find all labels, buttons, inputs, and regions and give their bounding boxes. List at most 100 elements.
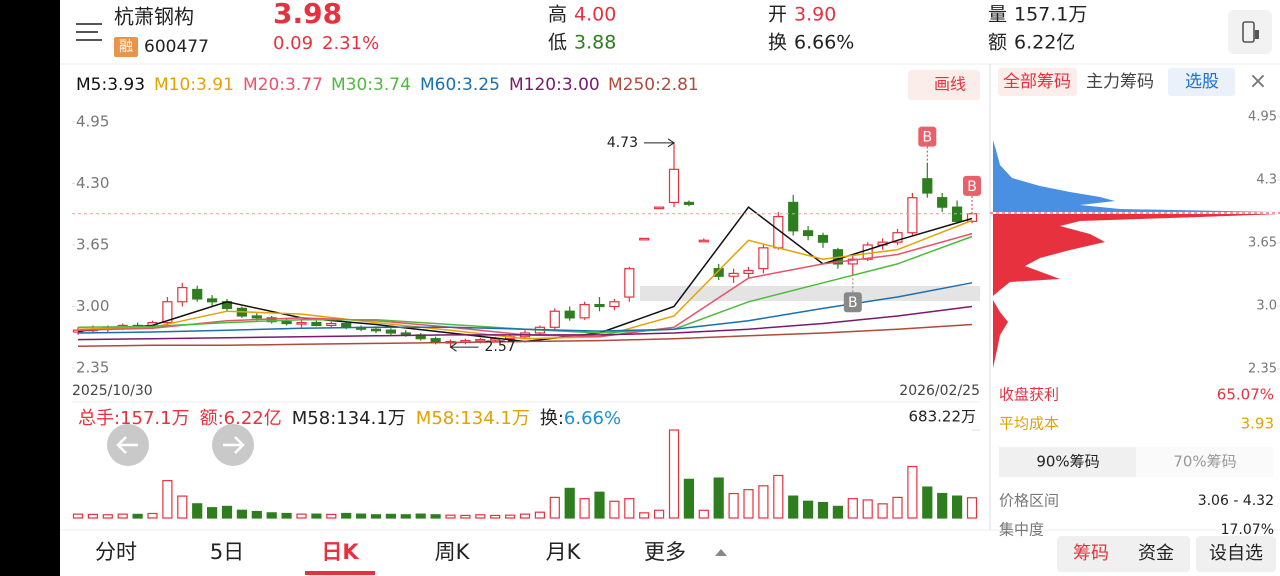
low-label: 2.57	[485, 339, 516, 355]
volume-bar	[743, 489, 754, 519]
action-button[interactable]: 设自选	[1209, 543, 1263, 564]
volume-bar	[937, 492, 948, 519]
low-arrow	[449, 342, 479, 352]
period-tab[interactable]: 更多	[644, 540, 686, 564]
volume-bar	[296, 513, 307, 519]
candle-body	[624, 268, 635, 298]
volume-bar	[549, 496, 560, 519]
signal-badge	[918, 126, 937, 147]
menu-icon[interactable]	[76, 23, 102, 41]
candle-body	[251, 315, 262, 319]
high-label: 4.73	[607, 135, 638, 151]
volume-bar	[281, 512, 292, 519]
volume-bar	[341, 512, 352, 519]
candle-body	[311, 321, 322, 327]
volume-bar	[117, 513, 128, 519]
stat-label: 开	[768, 4, 787, 26]
range-tab-bg[interactable]	[999, 447, 1136, 477]
detail-value: 3.06 - 4.32	[1198, 493, 1274, 509]
y-tick-label: 3.00	[76, 297, 109, 315]
action-button[interactable]: 资金	[1138, 543, 1174, 564]
detail-label: 集中度	[999, 521, 1044, 539]
chip-row-label: 收盘获利	[999, 386, 1059, 404]
candle-body	[802, 230, 814, 237]
ma-label: M10:3.91	[154, 75, 234, 95]
volume-bar	[802, 500, 814, 519]
tab-underline	[305, 571, 375, 575]
period-tab[interactable]: 分时	[95, 540, 137, 564]
volume-bar	[609, 500, 620, 519]
signal-badge	[963, 175, 981, 196]
ma-label: M30:3.74	[331, 75, 411, 95]
volume-bar	[639, 512, 650, 519]
ma-line	[77, 282, 973, 334]
chip-loss	[993, 214, 1280, 296]
left-bezel	[0, 0, 60, 576]
candle-body	[862, 244, 873, 260]
volume-bar	[728, 492, 739, 519]
stat-label: 高	[548, 4, 567, 26]
phone-icon[interactable]	[1228, 10, 1272, 54]
candle-body	[549, 310, 560, 328]
candle-body	[728, 272, 739, 277]
next-arrow[interactable]	[212, 424, 254, 466]
period-tab[interactable]: 周K	[435, 540, 471, 564]
volume-bar	[87, 513, 99, 519]
ma-label: M250:2.81	[608, 75, 699, 95]
action-button[interactable]: 筹码	[1073, 543, 1109, 564]
chip-tab[interactable]: 主力筹码	[1086, 72, 1154, 92]
volume-bar	[505, 514, 516, 519]
button-bg[interactable]	[1057, 536, 1190, 572]
chip-tab-bg[interactable]	[998, 68, 1077, 96]
more-caret[interactable]	[715, 549, 727, 556]
candle-body	[207, 298, 218, 303]
period-tab[interactable]: 月K	[546, 540, 582, 564]
range-tab[interactable]: 90%筹码	[1036, 453, 1099, 471]
y-tick-label: 4.30	[76, 174, 109, 192]
volume-bar	[758, 485, 769, 519]
volume-bar	[519, 513, 531, 519]
candle-body	[758, 247, 769, 270]
candle-body	[430, 338, 441, 344]
date-label: 2025/10/30	[72, 383, 153, 399]
button-bg[interactable]	[1196, 536, 1276, 572]
chip-y-tick-label: 4.95	[1248, 110, 1277, 125]
close-icon[interactable]: ×	[1249, 69, 1267, 94]
stat-value: 6.66%	[794, 32, 854, 54]
high-arrow	[644, 138, 675, 148]
volume-bar	[817, 501, 829, 519]
chip-tab[interactable]: 全部筹码	[1003, 72, 1071, 92]
candle-body	[192, 288, 203, 300]
volume-bar	[594, 491, 605, 519]
volume-bar	[400, 514, 411, 519]
period-tab[interactable]: 日K	[321, 540, 359, 564]
volume-bar	[966, 497, 978, 519]
chip-loss-low	[993, 300, 1008, 368]
volume-bar	[788, 495, 799, 519]
ma-label: M60:3.25	[420, 75, 500, 95]
candle-body	[907, 197, 918, 234]
badge-bg	[114, 37, 138, 57]
prev-arrow[interactable]	[107, 424, 149, 466]
range-tab[interactable]: 70%筹码	[1173, 453, 1236, 471]
chip-tab[interactable]: 选股	[1185, 72, 1219, 92]
volume-bar	[162, 480, 173, 519]
candle-body	[579, 304, 590, 319]
volume-bar	[490, 514, 501, 519]
draw-button[interactable]: 画线	[934, 75, 966, 94]
ma-label: M20:3.77	[243, 75, 323, 95]
ma-label: M5:3.93	[76, 75, 145, 95]
candle-body	[892, 232, 903, 243]
range-tab-bg[interactable]	[1136, 447, 1273, 477]
chip-y-tick-label: 3.0	[1256, 299, 1277, 314]
volume-bar	[862, 499, 873, 519]
draw-button-bg[interactable]	[908, 70, 980, 100]
volume-bar	[534, 511, 546, 519]
period-tab[interactable]: 5日	[210, 540, 244, 564]
volume-item: M58:134.1万	[416, 408, 530, 429]
volume-max-label: 683.22万	[909, 408, 977, 426]
volume-bar	[251, 510, 262, 519]
chip-tab-bg[interactable]	[1168, 68, 1235, 96]
stat-label: 低	[548, 32, 567, 54]
